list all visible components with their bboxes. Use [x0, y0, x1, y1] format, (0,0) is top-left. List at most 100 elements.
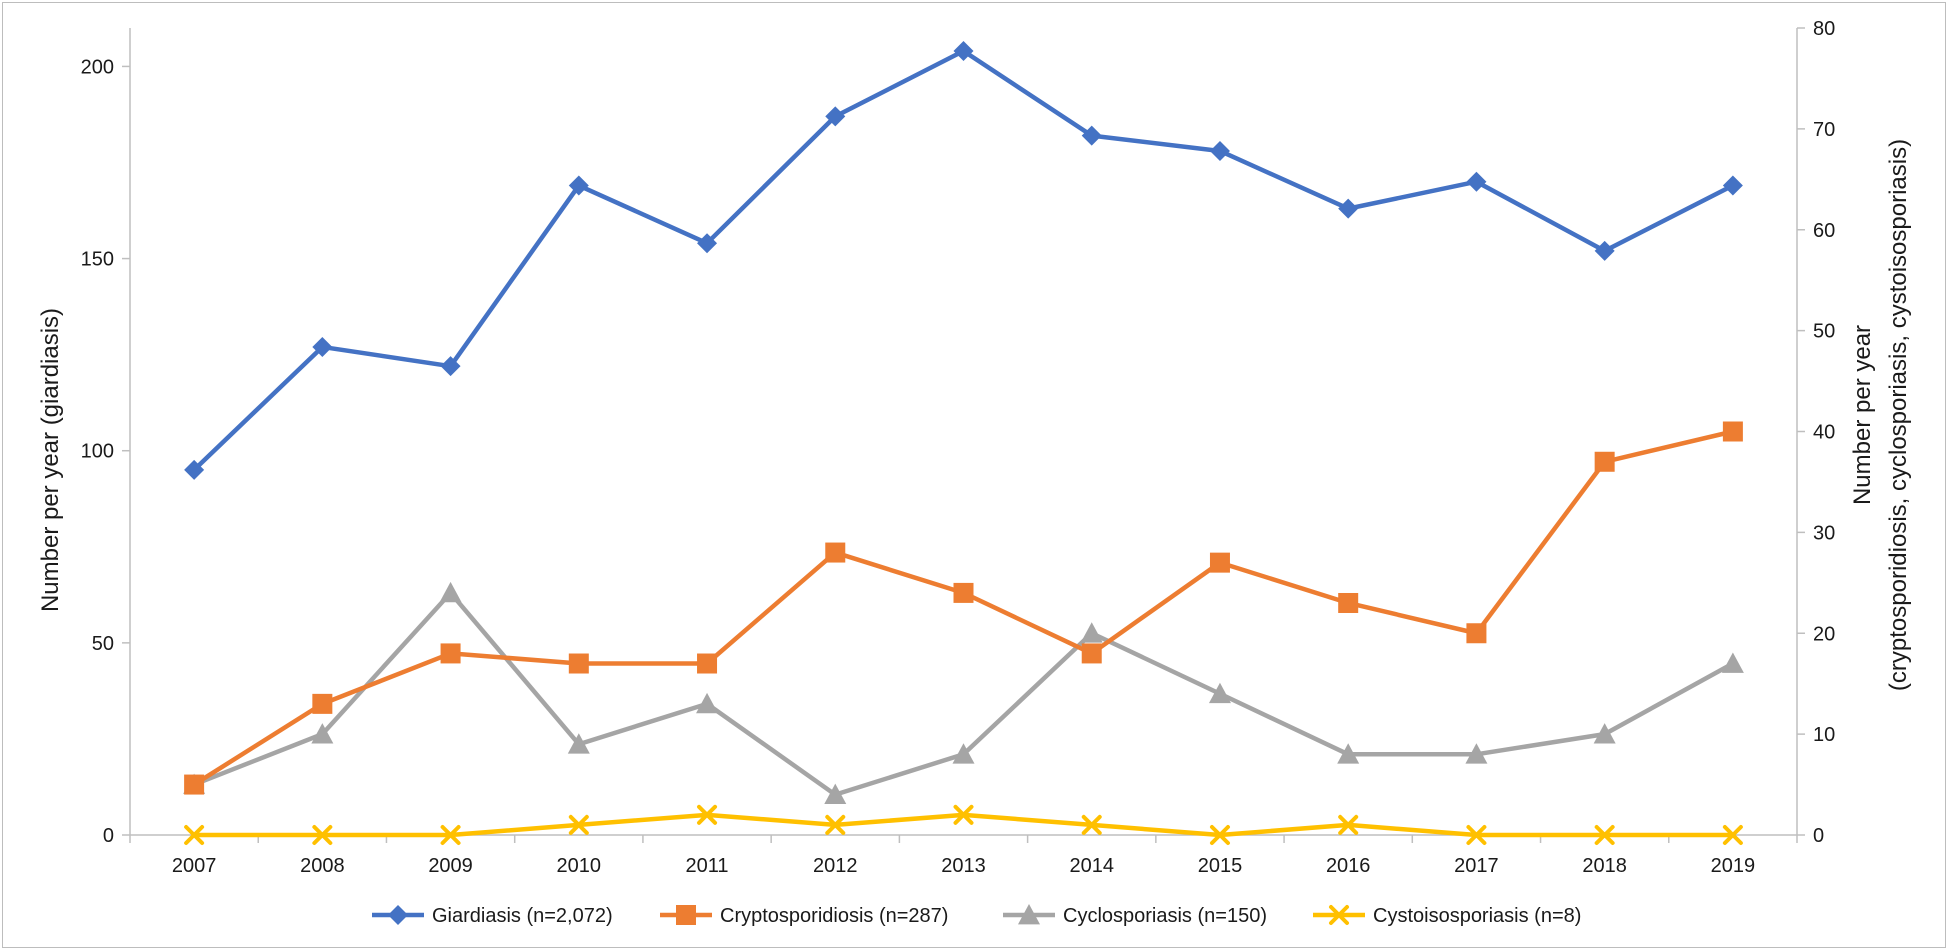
- legend-label: Cyclosporiasis (n=150): [1063, 905, 1267, 927]
- data-point: [1466, 171, 1487, 192]
- data-point: [1466, 825, 1487, 845]
- legend-swatch-marker: [1329, 905, 1349, 925]
- data-point: [1209, 140, 1230, 161]
- x-tick-label: 2016: [1326, 855, 1371, 877]
- series-triangle: [183, 581, 1744, 804]
- x-marker-stroke: [1209, 825, 1230, 845]
- x-tick-label: 2013: [941, 855, 986, 877]
- data-point: [1080, 622, 1103, 643]
- data-point: [312, 825, 333, 845]
- x-tick-label: 2008: [300, 855, 345, 877]
- data-point: [1209, 825, 1230, 845]
- x-tick-label: 2011: [686, 855, 729, 877]
- y-axis-right-title-line1: Number per year: [1849, 325, 1876, 505]
- data-point: [1081, 125, 1102, 146]
- x-marker-stroke: [1594, 825, 1615, 845]
- series-square: [184, 421, 1743, 795]
- data-point: [1594, 240, 1615, 261]
- data-point: [1593, 723, 1616, 744]
- y-axis-right-title-line2: (cryptosporidiosis, cyclosporiasis, cyst…: [1885, 139, 1912, 691]
- data-point: [184, 774, 205, 795]
- legend-item: Cystoisosporiasis (n=8): [1313, 905, 1581, 927]
- legend-swatch-marker: [388, 905, 408, 925]
- legend-label: Cystoisosporiasis (n=8): [1373, 905, 1581, 927]
- axes: 0 50 100 150 200 0 10 20 30 40 50 60 70 80 2007 2008 200…: [81, 18, 1836, 877]
- data-point: [1338, 592, 1359, 613]
- y-right-tick-label: 20: [1813, 623, 1835, 645]
- data-point: [439, 581, 462, 603]
- legend-item: Giardiasis (n=2,072): [372, 905, 613, 927]
- y-right-tick-label: 10: [1813, 724, 1835, 746]
- legend-item: Cyclosporiasis (n=150): [1003, 904, 1267, 927]
- data-point: [697, 233, 718, 254]
- legend-swatch-marker: [1018, 904, 1040, 925]
- data-point: [953, 582, 974, 603]
- y-left-tick-label: 200: [81, 56, 114, 78]
- data-point: [568, 175, 589, 196]
- legend-label: Giardiasis (n=2,072): [432, 905, 613, 927]
- data-point: [1465, 743, 1488, 764]
- legend-item: Cryptosporidiosis (n=287): [660, 905, 948, 927]
- y-right-tick-label: 70: [1813, 119, 1835, 141]
- y-left-tick-label: 150: [81, 249, 114, 271]
- x-tick-label: 2009: [428, 855, 473, 877]
- y-left-tick-label: 0: [103, 825, 114, 847]
- series-x: [184, 804, 1743, 845]
- data-point: [1081, 643, 1102, 664]
- series-diamond: [184, 41, 1743, 480]
- data-point: [311, 723, 334, 744]
- y-left-tick-label: 50: [92, 633, 114, 655]
- data-point: [1338, 814, 1359, 835]
- data-point: [825, 106, 846, 127]
- y-right-tick-label: 60: [1813, 220, 1835, 242]
- data-point: [1722, 421, 1743, 442]
- x-marker-stroke: [568, 814, 589, 835]
- x-tick-label: 2010: [557, 855, 602, 877]
- data-point: [1722, 825, 1743, 845]
- x-marker-stroke: [697, 804, 718, 825]
- data-point: [1594, 825, 1615, 845]
- x-marker-stroke: [1722, 825, 1743, 845]
- x-marker-stroke: [184, 825, 205, 845]
- y-axis-left-title: Number per year (giardiasis): [37, 308, 64, 612]
- y-left-tick-label: 100: [81, 441, 114, 463]
- series-line: [194, 812, 1733, 838]
- data-point: [825, 542, 846, 563]
- data-point: [440, 825, 461, 845]
- data-point: [567, 733, 590, 754]
- x-marker-stroke: [312, 825, 333, 845]
- y-right-tick-label: 80: [1813, 18, 1835, 40]
- x-tick-label: 2012: [813, 855, 858, 877]
- x-tick-label: 2007: [172, 855, 217, 877]
- x-marker-stroke: [1466, 825, 1487, 845]
- y-right-tick-label: 50: [1813, 321, 1835, 343]
- x-marker-stroke: [440, 825, 461, 845]
- data-point: [440, 356, 461, 377]
- series-layer: [183, 41, 1744, 845]
- series-line: [192, 48, 1734, 472]
- y-right-tick-label: 40: [1813, 422, 1835, 444]
- x-tick-label: 2017: [1454, 855, 1499, 877]
- data-point: [440, 643, 461, 664]
- data-point: [568, 653, 589, 674]
- data-point: [824, 783, 847, 804]
- data-point: [1466, 623, 1487, 644]
- data-point: [953, 41, 974, 62]
- data-point: [1338, 198, 1359, 219]
- x-tick-label: 2014: [1069, 855, 1114, 877]
- series-line: [193, 590, 1734, 797]
- x-tick-label: 2015: [1198, 855, 1243, 877]
- legend-swatch-marker: [676, 905, 696, 925]
- series-line: [192, 429, 1734, 787]
- data-point: [1337, 743, 1360, 764]
- data-point: [1208, 682, 1231, 704]
- data-point: [953, 804, 974, 825]
- x-marker-stroke: [1329, 905, 1349, 925]
- data-point: [1594, 451, 1615, 472]
- data-point: [312, 336, 333, 357]
- data-point: [696, 692, 719, 714]
- legend-label: Cryptosporidiosis (n=287): [720, 905, 948, 927]
- data-point: [1721, 652, 1744, 673]
